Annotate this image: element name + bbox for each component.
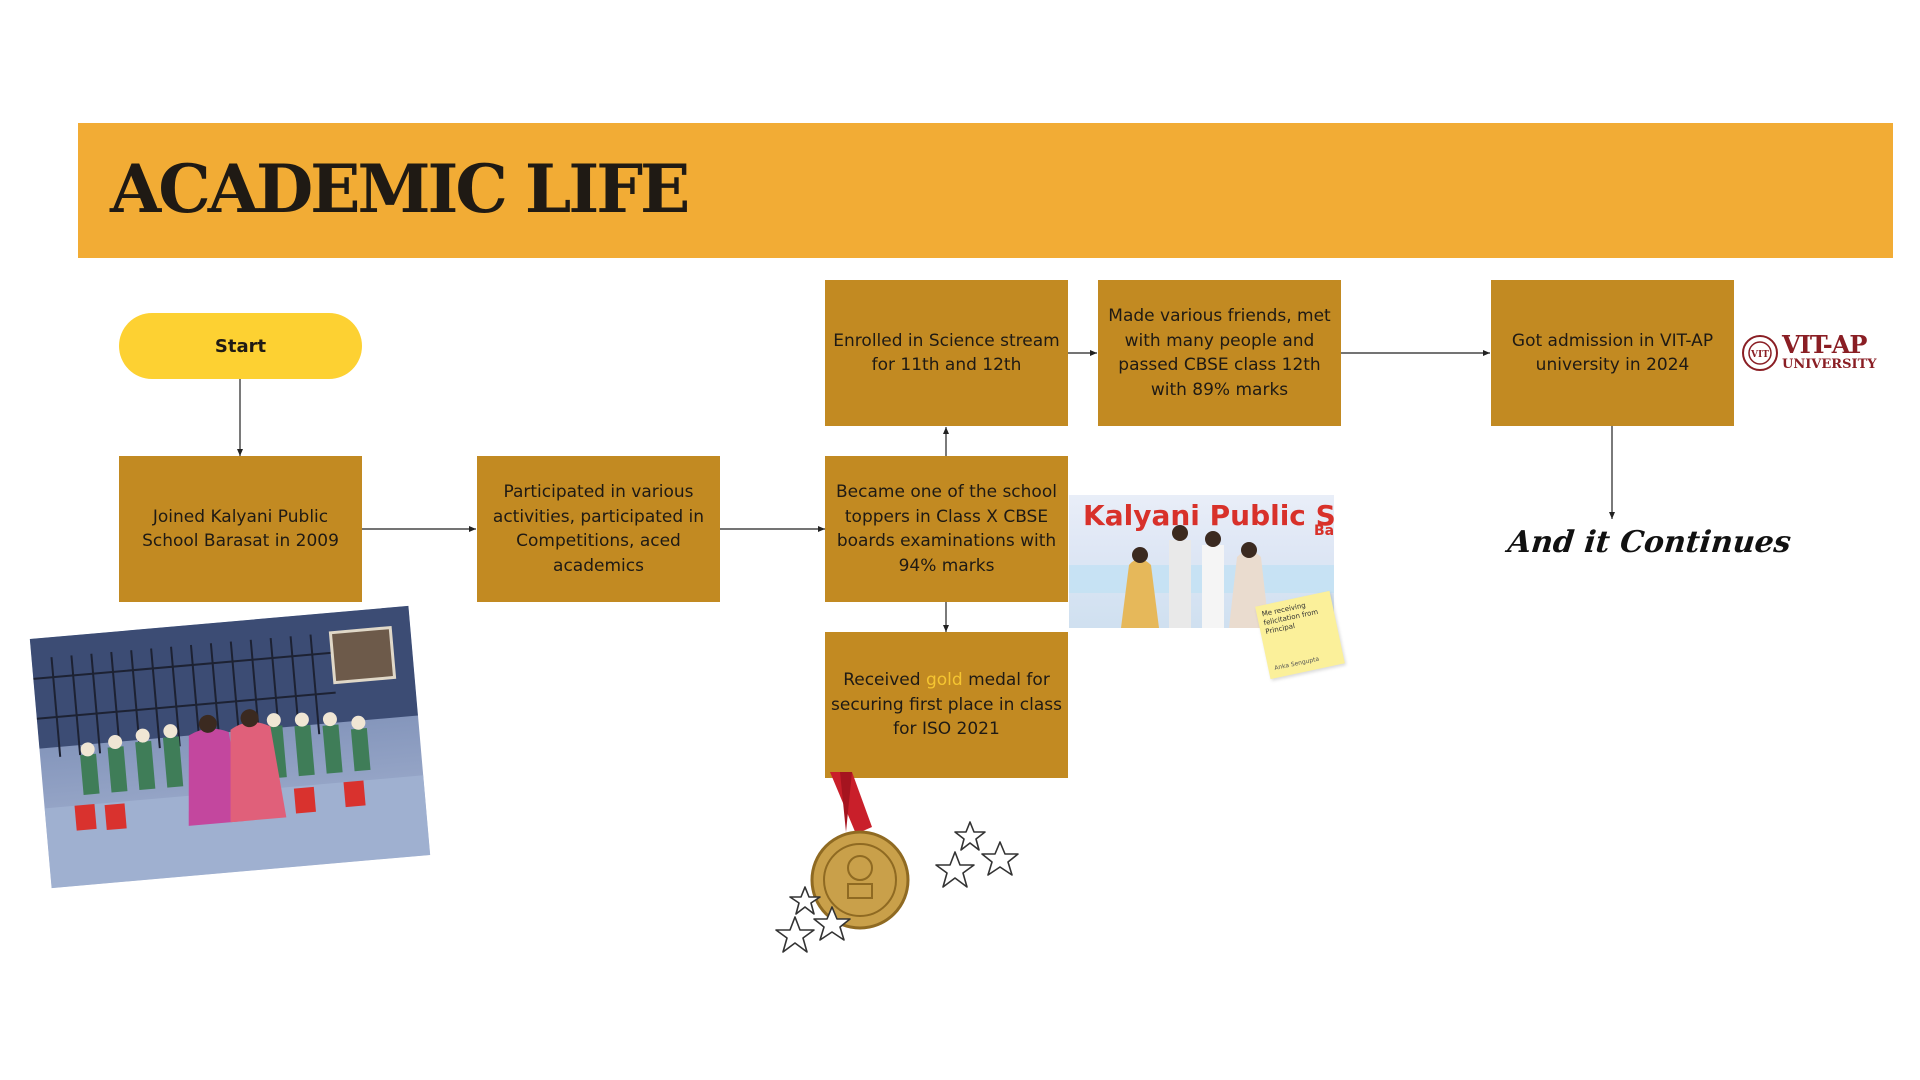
participated-box: Participated in various activities, part… (477, 456, 720, 602)
felicitation-side-text: Ba (1314, 523, 1334, 539)
start-node: Start (119, 313, 362, 379)
star-icon (935, 851, 975, 888)
felicitation-banner-text: Kalyani Public Sch (1083, 499, 1334, 532)
science-stream-box: Enrolled in Science stream for 11th and … (825, 280, 1068, 426)
logo-name: VIT-AP (1782, 330, 1867, 359)
star-icon (954, 821, 986, 851)
friends-box: Made various friends, met with many peop… (1098, 280, 1341, 426)
emblem-text: VIT (1750, 350, 1769, 360)
star-icon (775, 916, 815, 953)
medal-text-before: Received (843, 670, 926, 691)
star-icon (981, 841, 1019, 876)
vit-ap-logo: VIT VIT-AP UNIVERSITY (1740, 333, 1885, 375)
title-banner: ACADEMIC LIFE (78, 123, 1893, 258)
class-photo (29, 605, 431, 889)
medal-illustration (775, 772, 1019, 953)
gold-medal-box: Received gold medal for securing first p… (825, 632, 1068, 778)
gold-word: gold (925, 670, 963, 691)
university-emblem-icon: VIT (1742, 335, 1778, 371)
and-it-continues-text: And it Continues (1506, 525, 1793, 560)
admission-box: Got admission in VIT-AP university in 20… (1491, 280, 1734, 426)
joined-school-box: Joined Kalyani Public School Barasat in … (119, 456, 362, 602)
sticky-note: Me receiving felicitation from Principal… (1255, 590, 1345, 680)
star-icon (813, 906, 851, 941)
medal-text-after: medal for securing first place in class … (831, 670, 1062, 740)
logo-subtitle: UNIVERSITY (1782, 357, 1877, 372)
page-title: ACADEMIC LIFE (110, 150, 690, 228)
toppers-box: Became one of the school toppers in Clas… (825, 456, 1068, 602)
sticky-note-text: Me receiving felicitation from Principal (1261, 601, 1319, 636)
star-icon (789, 886, 821, 915)
